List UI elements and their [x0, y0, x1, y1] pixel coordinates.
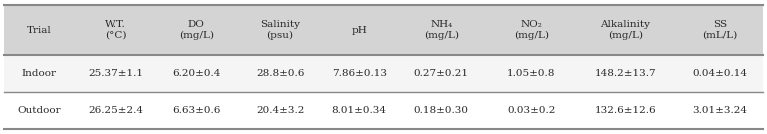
Text: 1.05±0.8: 1.05±0.8 [507, 69, 555, 78]
Text: Trial: Trial [27, 25, 52, 35]
Text: Salinity
(psu): Salinity (psu) [260, 20, 300, 40]
Text: 28.8±0.6: 28.8±0.6 [256, 69, 304, 78]
Text: 0.04±0.14: 0.04±0.14 [693, 69, 747, 78]
Text: W.T.
(°C): W.T. (°C) [105, 20, 127, 40]
Text: 6.63±0.6: 6.63±0.6 [172, 106, 220, 115]
Text: pH: pH [351, 25, 367, 35]
Text: Outdoor: Outdoor [18, 106, 61, 115]
Text: 26.25±2.4: 26.25±2.4 [88, 106, 143, 115]
Text: 20.4±3.2: 20.4±3.2 [256, 106, 304, 115]
Text: DO
(mg/L): DO (mg/L) [179, 20, 214, 40]
Text: 6.20±0.4: 6.20±0.4 [172, 69, 220, 78]
Text: SS
(mL/L): SS (mL/L) [702, 20, 737, 40]
Bar [4, 92, 763, 129]
Text: 3.01±3.24: 3.01±3.24 [693, 106, 747, 115]
Text: Indoor: Indoor [22, 69, 57, 78]
Text: 0.27±0.21: 0.27±0.21 [413, 69, 469, 78]
Text: 25.37±1.1: 25.37±1.1 [88, 69, 143, 78]
Text: 132.6±12.6: 132.6±12.6 [594, 106, 657, 115]
Text: Alkalinity
(mg/L): Alkalinity (mg/L) [601, 20, 650, 40]
Text: 0.18±0.30: 0.18±0.30 [413, 106, 469, 115]
Text: 0.03±0.2: 0.03±0.2 [507, 106, 555, 115]
Text: 8.01±0.34: 8.01±0.34 [331, 106, 387, 115]
Text: 148.2±13.7: 148.2±13.7 [594, 69, 657, 78]
Text: 7.86±0.13: 7.86±0.13 [331, 69, 387, 78]
Text: NH₄
(mg/L): NH₄ (mg/L) [424, 20, 459, 40]
Text: NO₂
(mg/L): NO₂ (mg/L) [514, 20, 548, 40]
Bar [4, 5, 763, 55]
Bar [4, 55, 763, 92]
